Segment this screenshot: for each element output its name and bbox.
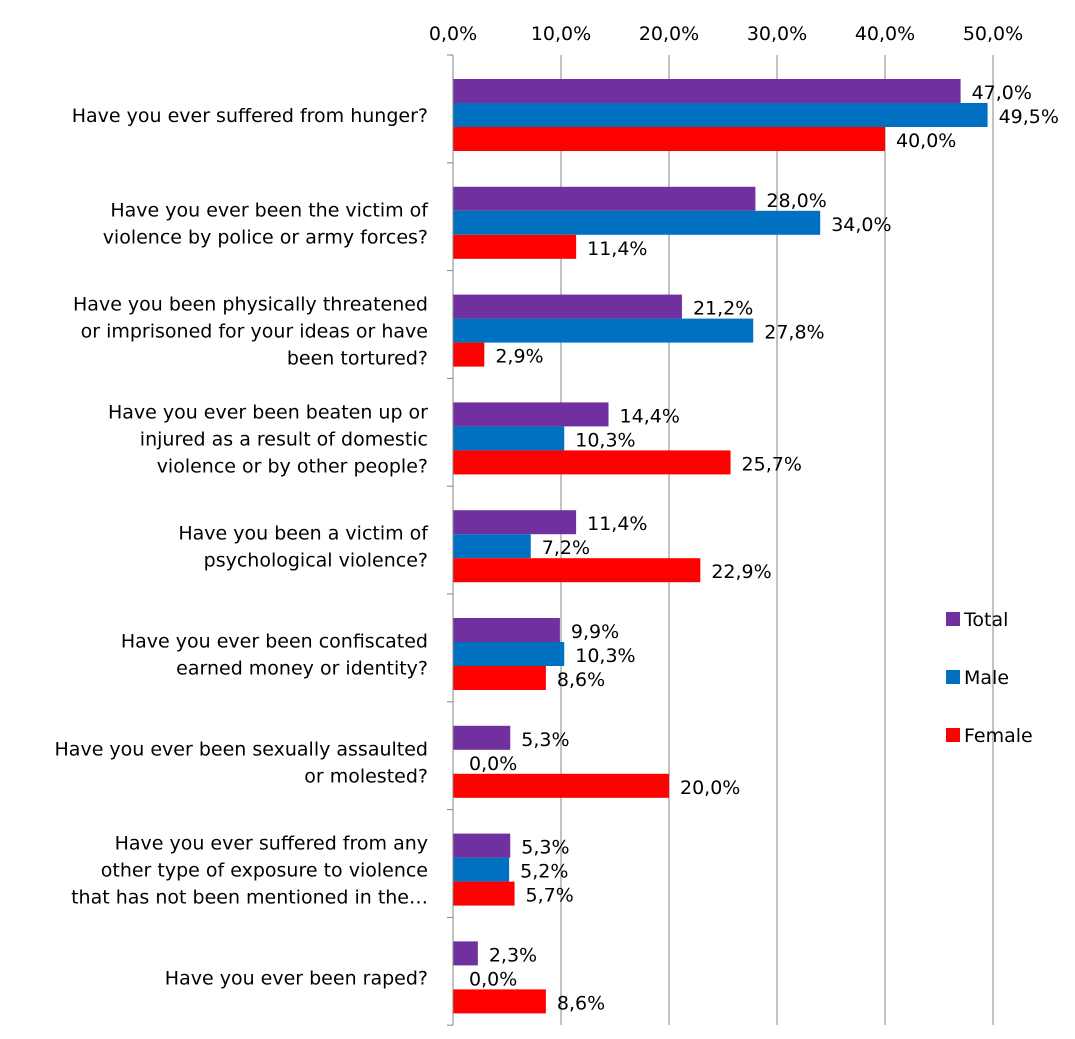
data-label: 2,9% bbox=[495, 346, 543, 368]
x-tick-label: 50,0% bbox=[963, 23, 1023, 45]
x-tick-label: 20,0% bbox=[639, 23, 699, 45]
bar-total bbox=[453, 725, 511, 750]
data-label: 21,2% bbox=[693, 298, 753, 320]
bar-total bbox=[453, 833, 511, 858]
data-label: 5,3% bbox=[521, 837, 569, 859]
bar-female bbox=[453, 342, 485, 367]
data-label: 0,0% bbox=[469, 753, 517, 775]
legend-swatch-male bbox=[946, 670, 960, 684]
bar-male bbox=[453, 318, 754, 343]
category-labels: Have you ever suffered from hunger? Have … bbox=[55, 105, 430, 989]
x-tick-label: 0,0% bbox=[429, 23, 477, 45]
bar-male bbox=[453, 857, 510, 882]
data-label: 14,4% bbox=[620, 405, 680, 427]
x-tick-label: 40,0% bbox=[855, 23, 915, 45]
bar-female bbox=[453, 989, 546, 1014]
bar-male bbox=[453, 534, 531, 559]
x-tick-label: 30,0% bbox=[747, 23, 807, 45]
category-label: Have you ever been the victim of violence… bbox=[103, 199, 430, 248]
data-label: 47,0% bbox=[972, 82, 1032, 104]
bar-female bbox=[453, 234, 577, 259]
data-label: 34,0% bbox=[831, 214, 891, 236]
legend: Total Male Female bbox=[946, 609, 1033, 747]
bar-total bbox=[453, 510, 577, 535]
bar-male bbox=[453, 103, 988, 127]
category-label: Have you ever been beaten up or injured a… bbox=[108, 401, 428, 477]
data-label: 5,2% bbox=[520, 861, 568, 883]
bar-total bbox=[453, 294, 682, 319]
legend-swatch-total bbox=[946, 612, 960, 626]
bar-male bbox=[453, 426, 565, 451]
data-label: 40,0% bbox=[896, 130, 956, 152]
tick-labels: 0,0% 10,0% 20,0% 30,0% 40,0% 50,0% bbox=[429, 23, 1023, 45]
data-label: 0,0% bbox=[469, 968, 517, 990]
legend-swatch-female bbox=[946, 728, 960, 742]
category-label: Have you been physically threatened or im… bbox=[73, 294, 428, 370]
x-tick-label: 10,0% bbox=[531, 23, 591, 45]
data-label: 49,5% bbox=[999, 106, 1059, 128]
bar-female bbox=[453, 881, 515, 906]
data-label: 25,7% bbox=[742, 453, 802, 475]
data-labels: 47,0%49,5% 40,0% 28,0%34,0% 11,4% 21,2% 27,8%… bbox=[469, 82, 1059, 1014]
bar-female bbox=[453, 773, 669, 798]
category-label: Have you ever suffered from any other typ… bbox=[71, 833, 428, 909]
bar-female bbox=[453, 666, 546, 690]
category-label: Have you ever been confiscated earned mon… bbox=[121, 631, 428, 680]
category-label: Have you ever suffered from hunger? bbox=[72, 105, 428, 127]
data-label: 9,9% bbox=[571, 621, 619, 643]
data-label: 20,0% bbox=[680, 777, 740, 799]
data-label: 5,3% bbox=[521, 729, 569, 751]
bar-total bbox=[453, 79, 961, 103]
legend-label-total: Total bbox=[963, 609, 1008, 631]
data-label: 2,3% bbox=[489, 944, 537, 966]
data-label: 22,9% bbox=[711, 561, 771, 583]
data-label: 27,8% bbox=[764, 322, 824, 344]
bar-female bbox=[453, 558, 701, 583]
data-label: 10,3% bbox=[575, 645, 635, 667]
bar-female bbox=[453, 127, 885, 151]
category-label: Have you ever been raped? bbox=[165, 967, 428, 989]
legend-label-male: Male bbox=[964, 667, 1009, 689]
bar-male bbox=[453, 642, 565, 666]
bar-total bbox=[453, 402, 609, 427]
data-label: 11,4% bbox=[587, 238, 647, 260]
data-label: 28,0% bbox=[766, 190, 826, 212]
bar-total bbox=[453, 618, 560, 642]
axes bbox=[447, 54, 454, 1026]
data-label: 10,3% bbox=[575, 429, 635, 451]
category-label: Have you been a victim of psychological v… bbox=[178, 523, 429, 572]
bar-female bbox=[453, 450, 731, 475]
data-label: 5,7% bbox=[526, 885, 574, 907]
data-label: 8,6% bbox=[557, 669, 605, 691]
legend-label-female: Female bbox=[964, 725, 1033, 747]
data-label: 11,4% bbox=[587, 513, 647, 535]
category-label: Have you ever been sexually assaulted or … bbox=[55, 738, 428, 787]
bar-total bbox=[453, 941, 478, 966]
data-label: 8,6% bbox=[557, 992, 605, 1014]
bar-male bbox=[453, 210, 821, 235]
bar-marks bbox=[453, 79, 988, 1014]
bar-total bbox=[453, 186, 756, 211]
data-label: 7,2% bbox=[542, 537, 590, 559]
